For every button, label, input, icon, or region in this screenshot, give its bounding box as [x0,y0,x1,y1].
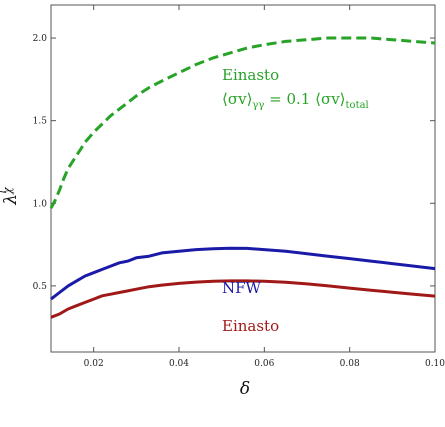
annotation-einasto: Einasto [222,317,279,335]
annotation-green-line2: ⟨σv⟩γγ = 0.1 ⟨σv⟩total [222,90,369,111]
y-tick-label: 1.5 [33,117,48,127]
x-tick-label: 0.02 [84,359,104,369]
x-tick-label: 0.06 [254,359,274,369]
series-line-2 [50,279,436,319]
series-group [49,36,436,319]
y-axis-label-sup: i [0,190,8,193]
x-tick-label: 0.08 [340,359,360,369]
y-axis-label-sub: χ [1,186,14,195]
axis-ticks: 0.02 0.04 0.06 0.08 0.10 0.5 1.0 1.5 2.0 [33,5,445,369]
plot-frame [50,4,436,353]
series-line-0 [49,36,436,209]
annotation-nfw: NFW [222,279,262,297]
x-axis-label: δ [240,379,250,399]
y-tick-label: 1.0 [33,199,48,209]
x-tick-label: 0.04 [169,359,189,369]
y-axis-label: λχi [0,186,21,206]
annotation-green-line1: Einasto [222,66,279,84]
y-tick-label: 2.0 [33,34,48,44]
y-tick-label: 0.5 [33,282,48,292]
x-tick-label: 0.10 [425,359,445,369]
series-line-1 [50,246,436,301]
